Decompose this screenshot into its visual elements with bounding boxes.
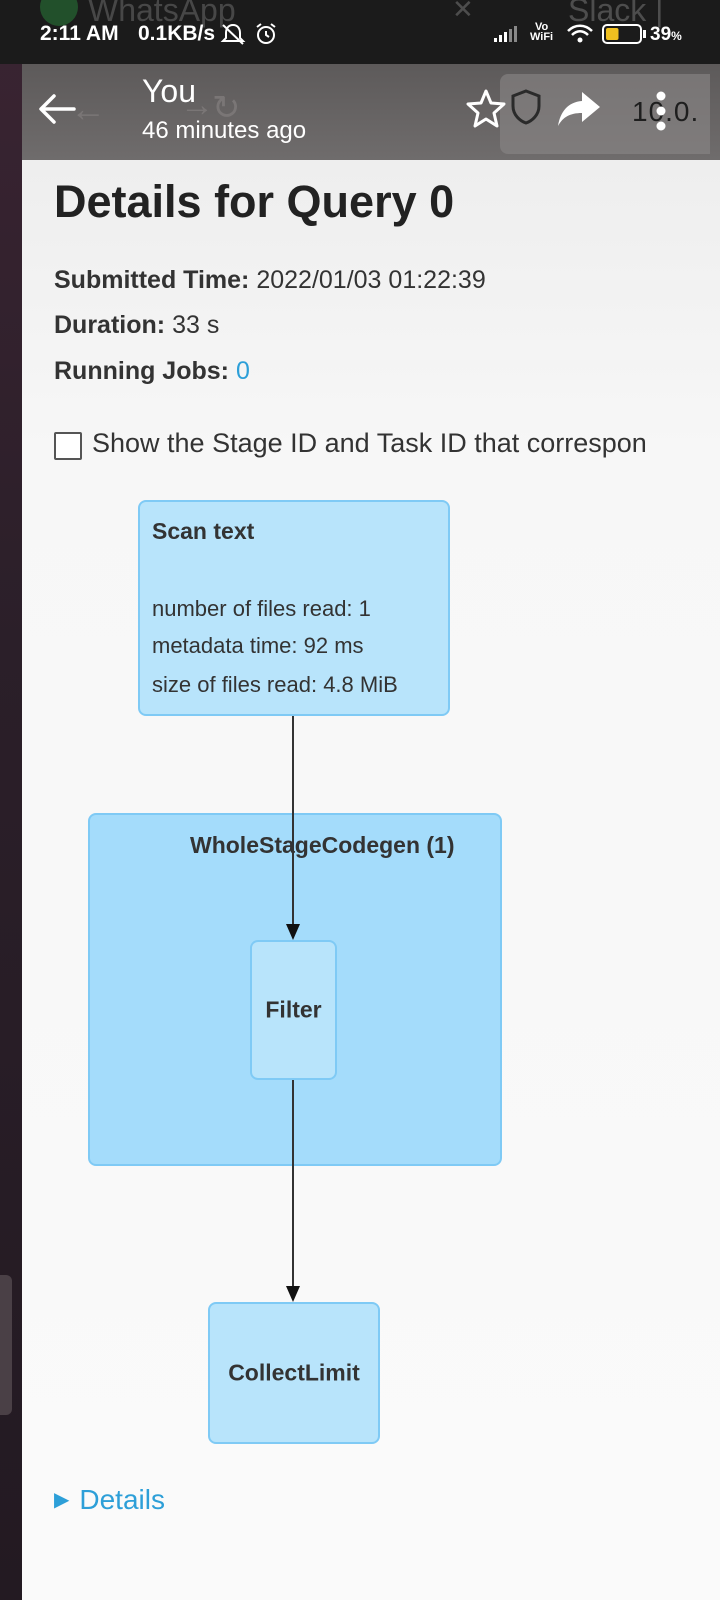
running-jobs-link[interactable]: 0 <box>235 357 250 385</box>
background-tab-close-icon: ✕ <box>452 0 474 24</box>
node-title: CollectLimit <box>228 1359 360 1386</box>
background-shield-icon <box>510 88 542 131</box>
duration-label: Duration: <box>54 311 166 339</box>
collect-limit-node[interactable]: CollectLimit <box>208 1302 380 1444</box>
window-edge-handle <box>0 1275 12 1415</box>
cluster-label: WholeStageCodegen (1) <box>190 832 455 858</box>
duration-value: 33 s <box>172 311 220 339</box>
details-toggle[interactable]: ▶ Details <box>54 1484 165 1516</box>
background-tab-whatsapp: WhatsApp <box>88 0 236 28</box>
status-time: 2:11 AM <box>40 22 119 45</box>
notifications-muted-icon <box>220 22 246 51</box>
running-jobs-label: Running Jobs: <box>54 357 229 385</box>
star-icon[interactable] <box>466 88 506 133</box>
signal-strength-icon <box>494 26 520 47</box>
battery-percentage: 39% <box>650 24 682 46</box>
sent-time: 46 minutes ago <box>142 117 307 144</box>
wifi-icon <box>566 24 594 49</box>
node-title: Filter <box>265 996 322 1023</box>
node-metric: size of files read: 4.8 MiB <box>152 672 398 697</box>
background-back-icon: ← <box>70 88 106 129</box>
vowifi-top: Vo <box>534 21 549 33</box>
sender-name: You <box>142 73 196 109</box>
status-bar: WhatsApp ✕ Slack | Sea 2:11 AM 0.1KB/s V… <box>0 0 720 64</box>
background-tab-strip: WhatsApp ✕ Slack | Sea <box>40 0 720 30</box>
submitted-time-value: 2022/01/03 01:22:39 <box>256 266 486 294</box>
battery-icon <box>602 24 648 49</box>
more-options-icon[interactable] <box>650 90 672 137</box>
background-url-box <box>500 74 710 154</box>
background-forward-icon: → <box>180 86 214 124</box>
submitted-time-row: Submitted Time: 2022/01/03 01:22:39 <box>54 266 486 295</box>
page-title: Details for Query 0 <box>54 176 455 227</box>
status-network-speed: 0.1KB/s <box>138 22 216 45</box>
vowifi-bottom: WiFi <box>530 31 554 43</box>
background-tab-slack: Slack | Sea <box>568 0 664 30</box>
alarm-icon <box>254 22 278 51</box>
back-arrow-icon[interactable] <box>36 88 78 130</box>
battery-percentage-value: 39 <box>650 24 672 45</box>
stage-task-id-label: Show the Stage ID and Task ID that corre… <box>92 428 647 458</box>
details-label: Details <box>79 1484 165 1515</box>
caret-right-icon: ▶ <box>54 1489 70 1511</box>
scan-text-node[interactable]: Scan text number of files read: 1 metada… <box>138 500 450 716</box>
filter-node[interactable]: Filter <box>250 940 337 1080</box>
node-title: Scan text <box>152 518 255 544</box>
desktop-background <box>0 0 22 1600</box>
duration-row: Duration: 33 s <box>54 311 219 340</box>
submitted-time-label: Submitted Time: <box>54 266 250 294</box>
battery-percentage-unit: % <box>671 29 682 43</box>
node-metric: metadata time: 92 ms <box>152 633 364 658</box>
node-metric: number of files read: 1 <box>152 596 371 621</box>
vowifi-indicator: Vo WiFi <box>530 21 554 43</box>
stage-task-id-checkbox[interactable] <box>54 432 82 460</box>
running-jobs-row: Running Jobs: 0 <box>54 357 250 386</box>
forward-share-icon[interactable] <box>556 90 602 135</box>
background-reload-icon: ↻ <box>212 89 241 127</box>
